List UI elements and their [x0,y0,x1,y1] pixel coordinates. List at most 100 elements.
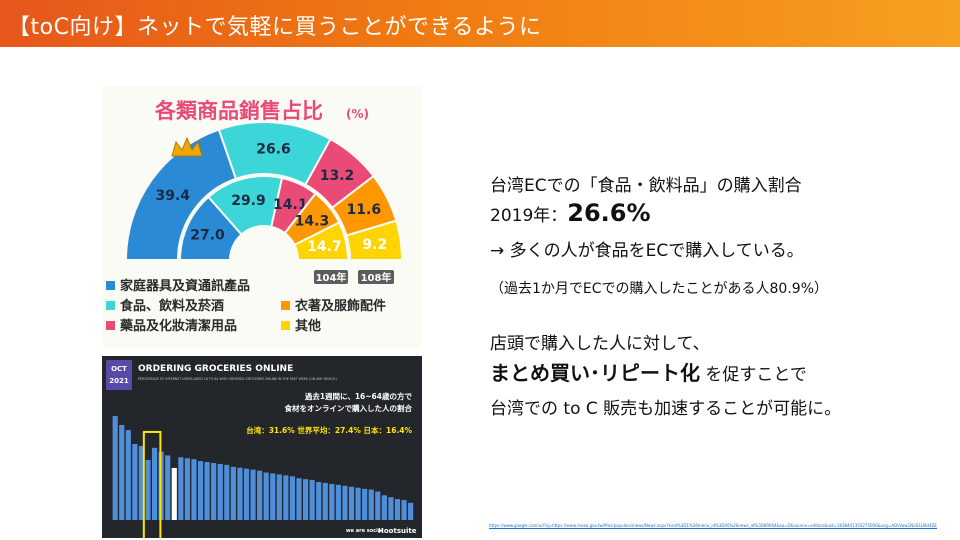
bar [348,486,355,520]
legend-swatch [106,321,115,330]
outer-ring-value-label: 11.6 [347,202,382,218]
we-are-social-logo: we are social [346,528,383,534]
bar [381,495,387,520]
bar [204,462,210,520]
bar [408,502,414,520]
sales-share-chart: 各類商品銷售占比 (%) 39.4 26.6 13.2 11.6 9.2 27.0 29.9 14… [103,86,421,348]
text-line-4: （過去1か月でECでの購入したことがある人80.9%） [490,281,829,297]
bar [322,482,328,520]
bar [375,491,381,520]
bar [151,447,158,520]
title-bar: 【toC向け】ネットで気軽に買うことができるように [0,0,960,47]
bar-chart-subtitle: PERCENTAGE OF INTERNET USERS AGED 16 TO … [138,377,337,381]
outer-ring-value-label: 13.2 [320,168,355,184]
year-tag-outer-bg [358,270,394,284]
text-line-6: まとめ買い･リピート化 を促すことで [490,357,807,386]
annotation-line-1: 過去1週間に、16~64歳の方で [305,391,413,401]
legend-swatch [106,281,115,290]
bar [394,499,401,520]
inner-ring-value-label: 27.0 [190,227,225,243]
bar [257,470,263,520]
ordering-groceries-bars: OCT 2021 ORDERING GROCERIES ONLINE PERCENTA… [106,360,417,538]
bar [138,445,145,520]
highlight-values: 台湾：31.6% 世界平均：27.4% 日本：16.4% [246,425,412,435]
bar [289,476,296,520]
text-line-5: 店頭で購入した人に対して、 [490,334,710,354]
highlight-phrase: まとめ買い･リピート化 [490,361,700,385]
bar [302,479,309,520]
inner-ring-value-label: 29.9 [231,193,266,209]
year-tag-outer: 108年 [361,271,392,284]
hootsuite-logo: Hootsuite [378,527,417,535]
annotation-line-2: 食材をオンラインで購入した人の割合 [285,403,413,413]
bar [342,485,348,520]
bar [171,467,177,520]
bar [296,478,302,520]
text-line-7: 台湾での to C 販売も加速することが可能に。 [490,399,842,419]
chart-title: 各類商品銷售占比 [154,99,323,123]
bar [217,463,223,520]
highlight-box [142,430,162,538]
bar [145,459,151,520]
legend-label: 藥品及化妝清潔用品 [119,318,237,334]
outer-ring-value-label: 26.6 [256,141,291,157]
chart-title-unit: (%) [346,107,369,121]
legend-swatch [281,321,290,330]
badge-month: OCT [111,365,127,373]
legend-label: 其他 [295,318,321,334]
bar [355,487,361,520]
bar [112,416,118,520]
page-title: 【toC向け】ネットで気軽に買うことができるように [8,15,542,40]
bar [125,430,131,520]
bar [132,444,138,520]
bar [276,474,282,520]
bar [283,475,289,520]
bar [191,459,197,520]
crown-icon [171,136,203,157]
bar [237,467,243,520]
bar [316,482,322,520]
bar [329,483,335,520]
bar [250,469,256,520]
year-tag-inner: 104年 [316,271,347,284]
bar [230,466,236,520]
bar [184,458,190,520]
inner-ring-slice [293,221,350,261]
badge-bg [106,360,132,390]
text-line-2: 2019年：26.6% [490,199,651,227]
bar [165,455,171,520]
bar [178,457,184,520]
bar [309,480,315,520]
bar [368,489,374,520]
bar [362,488,368,520]
inner-ring-value-label: 14.1 [273,197,308,213]
outer-ring-value-label: 39.4 [156,188,191,204]
bar [335,484,341,520]
bar [119,425,125,520]
source-link[interactable]: https://www.google.com/url?q=https://www… [489,523,937,528]
bar [211,463,217,520]
text-line-6-rest: を促すことで [700,365,807,385]
outer-ring-slice [345,219,404,261]
inner-ring-value-label: 14.3 [295,214,330,230]
legend-label: 家庭器具及資通訊產品 [120,278,250,294]
legend-swatch [281,301,290,310]
bar [388,497,394,520]
year-label: 2019年： [490,206,568,226]
bar [243,468,250,520]
legend-label: 衣著及服飾配件 [295,298,386,314]
bar [224,464,230,520]
legend-label: 食品、飲料及菸酒 [120,298,224,314]
outer-ring-value-label: 9.2 [362,237,387,253]
bar [263,472,269,520]
bar [197,461,204,520]
badge-year: 2021 [109,377,129,385]
legend-swatch [106,301,115,310]
year-tag-inner-bg [314,270,348,284]
bar-chart-title: ORDERING GROCERIES ONLINE [138,364,293,374]
sales-share-donut: 各類商品銷售占比 (%) 39.4 26.6 13.2 11.6 9.2 27.0 29.9 14… [106,99,404,334]
text-line-3: → 多くの人が食品をECで購入している。 [490,241,804,261]
ordering-groceries-chart: OCT 2021 ORDERING GROCERIES ONLINE PERCENTA… [102,356,422,538]
bar [270,473,276,520]
food-share-value: 26.6% [567,199,651,227]
